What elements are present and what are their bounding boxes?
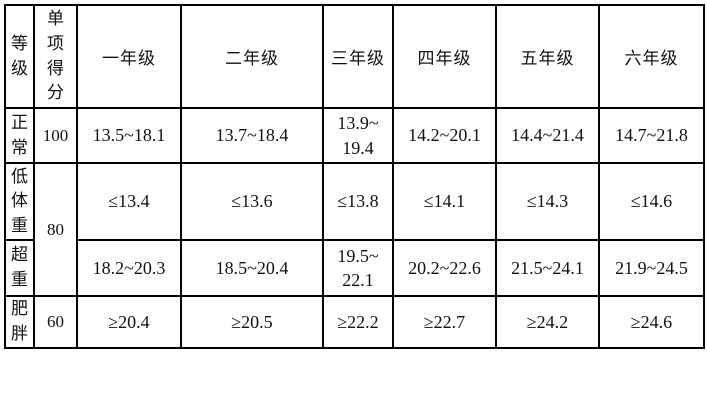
value-cell: ≤13.6 — [180, 162, 324, 241]
value-cell: 19.5~ 22.1 — [322, 239, 394, 297]
value-cell: 21.5~24.1 — [495, 239, 600, 297]
value-cell: ≥24.6 — [598, 295, 705, 349]
header-grade-5: 五年级 — [495, 4, 600, 109]
value-cell: 14.2~20.1 — [392, 107, 497, 164]
table-row-obese: 肥 胖 60 ≥20.4 ≥20.5 ≥22.2 ≥22.7 ≥24.2 ≥24… — [4, 295, 705, 349]
value-cell: 18.5~20.4 — [180, 239, 324, 297]
value-cell: ≤13.4 — [76, 162, 182, 241]
value-cell: ≥24.2 — [495, 295, 600, 349]
value-cell: 14.7~21.8 — [598, 107, 705, 164]
row-label-underweight: 低 体 重 — [4, 162, 35, 241]
value-cell: 14.4~21.4 — [495, 107, 600, 164]
value-cell: 21.9~24.5 — [598, 239, 705, 297]
header-grade-6: 六年级 — [598, 4, 705, 109]
score-cell-normal: 100 — [33, 107, 78, 164]
value-cell: ≤14.3 — [495, 162, 600, 241]
value-cell: ≤13.8 — [322, 162, 394, 241]
value-cell: 13.7~18.4 — [180, 107, 324, 164]
score-cell-obese: 60 — [33, 295, 78, 349]
header-level: 等 级 — [4, 4, 35, 109]
header-row: 等 级 单 项 得 分 一年级 二年级 三年级 四年级 五年级 六年级 — [4, 4, 705, 109]
row-label-normal: 正 常 — [4, 107, 35, 164]
value-cell: 20.2~22.6 — [392, 239, 497, 297]
row-label-obese: 肥 胖 — [4, 295, 35, 349]
value-cell: 18.2~20.3 — [76, 239, 182, 297]
bmi-grade-score-table: 等 级 单 项 得 分 一年级 二年级 三年级 四年级 五年级 六年级 正 常 … — [4, 4, 705, 349]
table-row-normal: 正 常 100 13.5~18.1 13.7~18.4 13.9~ 19.4 1… — [4, 107, 705, 164]
value-cell: ≥20.5 — [180, 295, 324, 349]
header-grade-4: 四年级 — [392, 4, 497, 109]
value-cell: 13.9~ 19.4 — [322, 107, 394, 164]
row-label-overweight: 超 重 — [4, 239, 35, 297]
header-grade-1: 一年级 — [76, 4, 182, 109]
score-cell-80-merged: 80 — [33, 162, 78, 297]
table-row-overweight: 超 重 18.2~20.3 18.5~20.4 19.5~ 22.1 20.2~… — [4, 239, 705, 297]
value-cell: ≤14.1 — [392, 162, 497, 241]
value-cell: ≥22.7 — [392, 295, 497, 349]
header-grade-3: 三年级 — [322, 4, 394, 109]
value-cell: 13.5~18.1 — [76, 107, 182, 164]
header-grade-2: 二年级 — [180, 4, 324, 109]
value-cell: ≥22.2 — [322, 295, 394, 349]
value-cell: ≤14.6 — [598, 162, 705, 241]
table-row-underweight: 低 体 重 80 ≤13.4 ≤13.6 ≤13.8 ≤14.1 ≤14.3 ≤… — [4, 162, 705, 297]
header-item-score: 单 项 得 分 — [33, 4, 78, 109]
value-cell: ≥20.4 — [76, 295, 182, 349]
